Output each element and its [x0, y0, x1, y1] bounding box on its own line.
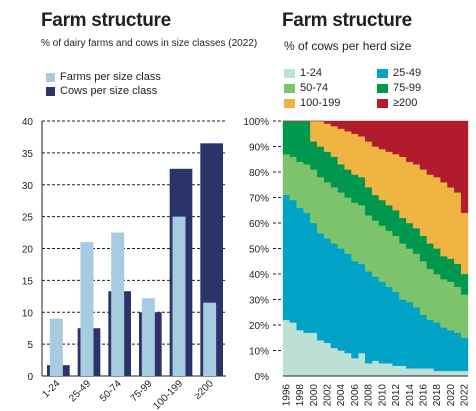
x-tick-label-2004: 2004: [336, 384, 347, 407]
x-tick-label-2020: 2020: [446, 384, 457, 407]
x-tick-label-2000: 2000: [309, 384, 320, 407]
bar-farms-50-74: [111, 232, 125, 376]
legend-swatch-farms: [46, 72, 55, 82]
bar-chart-svg: 0 5 10 15 20 25 30 35 40 1-24 25-49 50-74 75-99100-1…: [22, 117, 226, 411]
bar-farms-100-199: [172, 216, 186, 376]
legend-item-farms: Farms per size class: [46, 71, 161, 83]
legend-label-50-74: 50-74: [300, 82, 329, 94]
y-tick-label-40pct: 40%: [249, 270, 269, 281]
x-tick-label-1-24: 1-24: [41, 378, 63, 400]
x-tick-label-2006: 2006: [350, 384, 361, 407]
x-tick-label-2012: 2012: [391, 384, 402, 407]
y-tick-label-50pct: 50%: [249, 245, 269, 256]
y-tick-label-0pct: 0%: [255, 372, 270, 383]
y-tick-label-60pct: 60%: [249, 219, 269, 230]
legend-label-75-99: 75-99: [393, 82, 422, 94]
farms-cows-bar-panel: Farm structure % of dairy farms and cows…: [22, 10, 257, 411]
x-tick-label-ge200: ≥200: [192, 378, 216, 402]
bar-farms-25-49: [80, 242, 94, 376]
y-tick-label-0: 0: [27, 372, 33, 383]
herd-size-area-panel: Farm structure % of cows per herd size 1…: [238, 0, 476, 411]
y-tick-label-20: 20: [22, 245, 34, 256]
legend-swatch-200-plus: [377, 98, 388, 108]
y-tick-label-70pct: 70%: [249, 194, 269, 205]
legend-label-1-24: 1-24: [300, 67, 323, 79]
x-tick-label-2010: 2010: [377, 384, 388, 407]
legend-item-cows: Cows per size class: [46, 85, 157, 97]
x-tick-label-2016: 2016: [418, 384, 429, 407]
right-chart-title: Farm structure: [282, 10, 412, 31]
bar-farms-1-24: [49, 318, 63, 376]
y-tick-label-80pct: 80%: [249, 168, 269, 179]
y-tick-label-10pct: 10%: [249, 347, 269, 358]
legend-swatch-1-24: [284, 68, 295, 78]
x-tick-label-1998: 1998: [295, 384, 306, 407]
legend-item-50-74: 50-74: [284, 82, 328, 94]
left-chart-subtitle: % of dairy farms and cows in size classe…: [41, 38, 258, 49]
left-chart-title: Farm structure: [41, 10, 171, 31]
y-tick-label-15: 15: [22, 276, 34, 287]
legend-label-cows: Cows per size class: [60, 85, 158, 97]
area-series-ge200: [283, 120, 469, 213]
y-tick-label-30: 30: [22, 181, 34, 192]
legend-swatch-25-49: [377, 68, 388, 78]
y-tick-label-10: 10: [22, 308, 34, 319]
y-tick-label-20pct: 20%: [249, 321, 269, 332]
legend-item-75-99: 75-99: [377, 82, 421, 94]
x-tick-label-100-199: 100-199: [151, 378, 185, 411]
legend-label-25-49: 25-49: [393, 67, 422, 79]
y-tick-label-30pct: 30%: [249, 296, 269, 307]
legend-swatch-cows: [46, 86, 55, 96]
legend-label-farms: Farms per size class: [60, 71, 161, 83]
y-tick-label-5: 5: [27, 340, 33, 351]
legend-swatch-50-74: [284, 83, 295, 93]
bar-farms-ge200: [203, 302, 217, 376]
y-tick-label-100pct: 100%: [243, 117, 269, 128]
x-tick-label-2014: 2014: [405, 384, 416, 407]
x-tick-label-2008: 2008: [364, 384, 375, 407]
y-tick-label-90pct: 90%: [249, 143, 269, 154]
right-chart-subtitle: % of cows per herd size: [284, 39, 412, 53]
legend-swatch-75-99: [377, 83, 388, 93]
legend-item-1-24: 1-24: [284, 67, 322, 79]
legend-label-200-plus: ≥200: [393, 97, 418, 109]
legend-item-100-199: 100-199: [284, 97, 340, 109]
area-chart-svg: 0% 10% 20% 30% 40% 50% 60% 70% 80% 90% 100% 1996 199…: [243, 117, 471, 407]
x-tick-label-2002: 2002: [323, 384, 334, 407]
x-tick-label-75-99: 75-99: [129, 378, 155, 404]
x-tick-label-2018: 2018: [432, 384, 443, 407]
legend-label-100-199: 100-199: [300, 97, 341, 109]
x-tick-label-1996: 1996: [281, 384, 292, 407]
y-tick-label-35: 35: [22, 149, 34, 160]
x-tick-label-2022: 2022: [460, 384, 471, 407]
y-tick-label-25: 25: [22, 213, 34, 224]
legend-item-200-plus: ≥200: [377, 97, 417, 109]
bar-farms-75-99: [141, 298, 155, 376]
y-tick-label-40: 40: [22, 117, 34, 128]
x-tick-label-25-49: 25-49: [67, 378, 93, 404]
legend-item-25-49: 25-49: [377, 67, 421, 79]
legend-swatch-100-199: [284, 98, 295, 108]
x-tick-label-50-74: 50-74: [98, 378, 124, 404]
